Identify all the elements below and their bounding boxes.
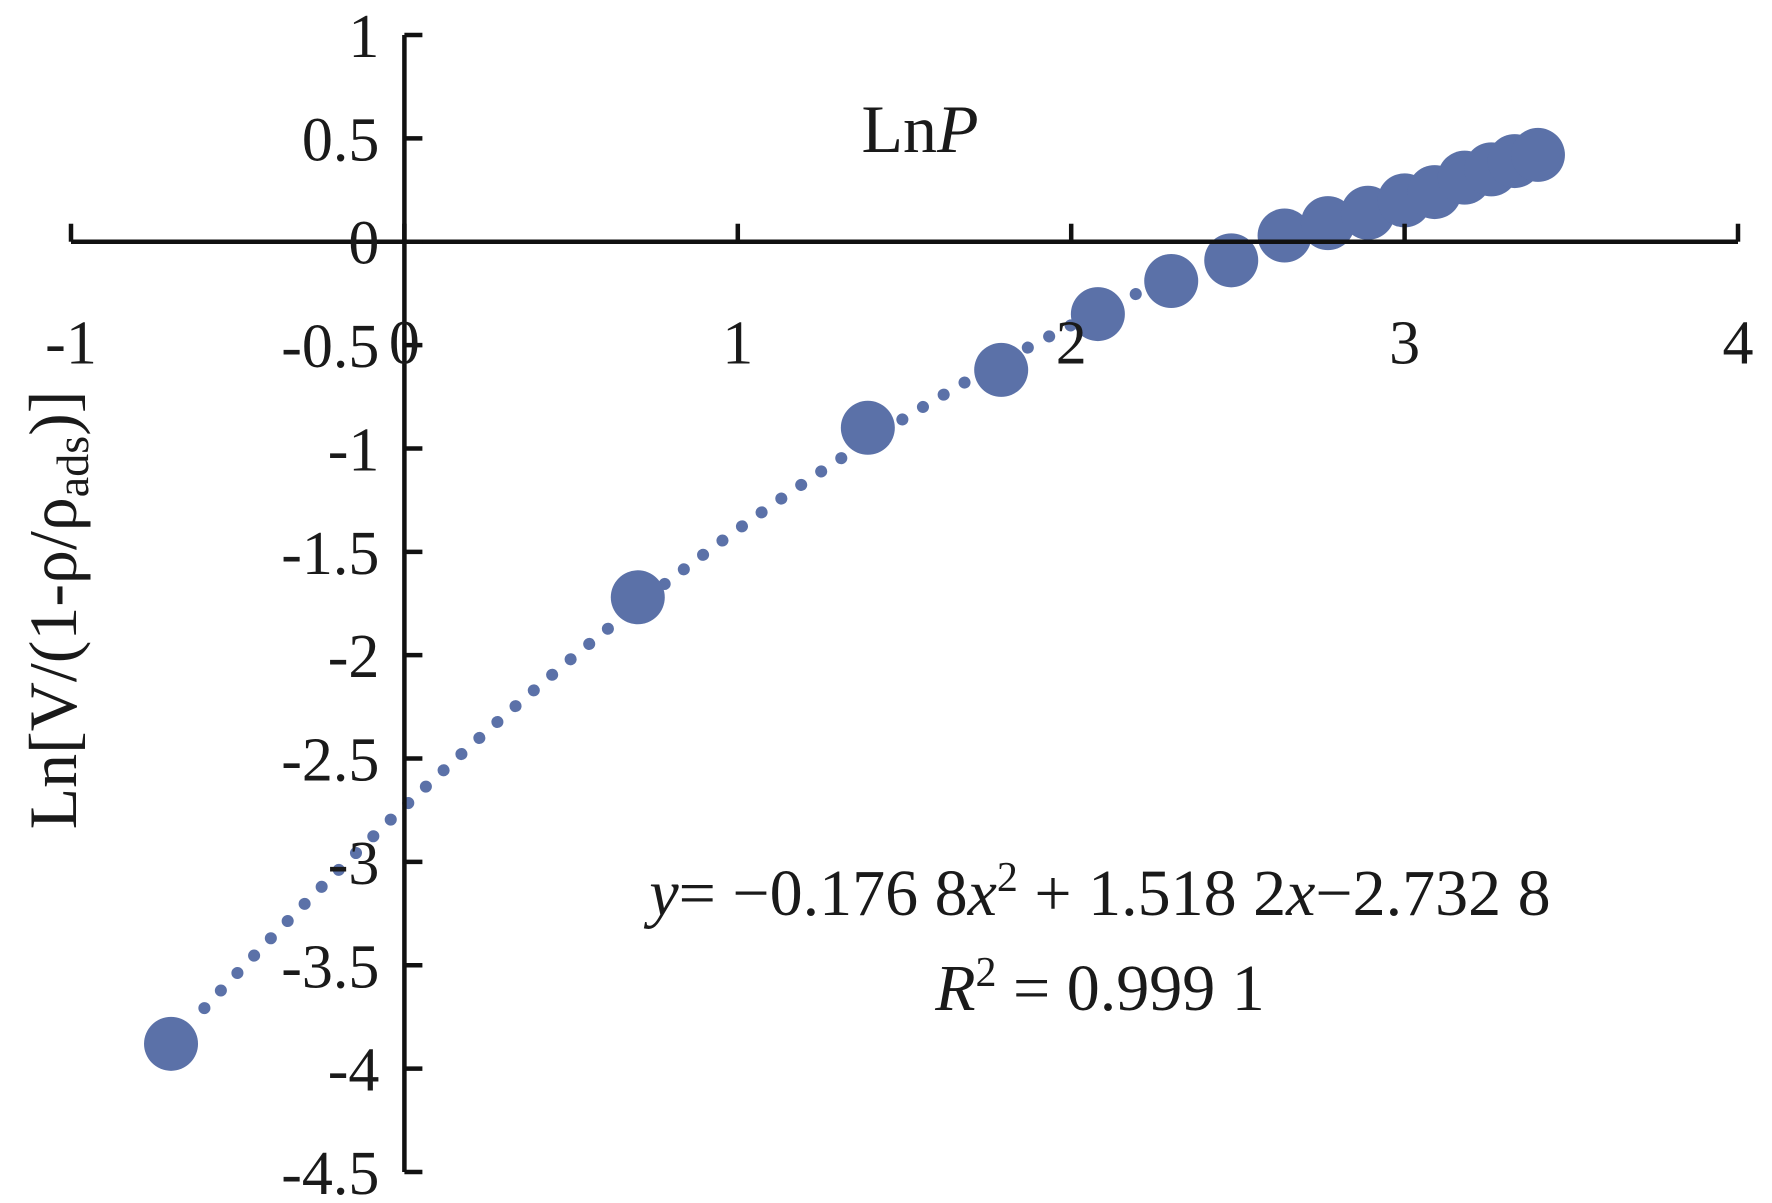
data-point bbox=[1257, 208, 1312, 263]
y-tick-labels: 1 0.5 0 -0.5 -1 -1.5 -2 -2.5 -3 -3.5 -4 -4.5 bbox=[281, 3, 379, 1203]
data-point bbox=[974, 342, 1029, 397]
axes bbox=[68, 32, 1741, 1175]
data-point bbox=[1204, 233, 1259, 288]
data-points bbox=[144, 127, 1565, 1071]
y-tick-label: 0.5 bbox=[302, 106, 380, 174]
data-point bbox=[1510, 127, 1565, 182]
x-tick-label: 0 bbox=[389, 310, 420, 378]
x-tick-labels: -1 0 1 2 3 4 bbox=[45, 310, 1753, 378]
x-tick-label: 4 bbox=[1723, 310, 1754, 378]
x-tick-label: 1 bbox=[722, 310, 753, 378]
x-axis-ticks bbox=[68, 223, 1741, 242]
y-axis-ticks bbox=[404, 32, 423, 1175]
y-tick-label: -3.5 bbox=[281, 933, 379, 1001]
x-tick-label: -1 bbox=[45, 310, 97, 378]
r-squared-label: R2 = 0.999 1 bbox=[934, 950, 1265, 1025]
tick-labels: -1 0 1 2 3 4 10.50-0.5-1-1.5-2-2.5-3-3.5-4-4.… bbox=[45, 3, 1753, 1203]
y-tick-label: -3 bbox=[328, 830, 380, 898]
y-tick-label: -1.5 bbox=[281, 520, 379, 588]
data-point bbox=[1070, 287, 1125, 342]
y-tick-label: -1 bbox=[328, 416, 380, 484]
data-point bbox=[1144, 254, 1199, 309]
x-tick-label: 2 bbox=[1056, 310, 1087, 378]
y-axis-title: Ln[V/(1-ρ/ρads)] bbox=[15, 391, 98, 830]
y-tick-label: -2 bbox=[328, 623, 380, 691]
y-tick-label: 0 bbox=[348, 210, 379, 278]
x-axis-title: LnP bbox=[861, 91, 978, 167]
data-point bbox=[840, 400, 895, 455]
trendline-equation: y= −0.176 8x2 + 1.518 2x−2.732 8 bbox=[643, 855, 1550, 930]
y-tick-label: -4 bbox=[328, 1037, 380, 1105]
y-tick-label: -0.5 bbox=[281, 313, 379, 381]
x-tick-label: 3 bbox=[1389, 310, 1420, 378]
y-tick-label: -4.5 bbox=[281, 1140, 379, 1203]
y-tick-label: 1 bbox=[348, 3, 379, 71]
data-point bbox=[610, 570, 665, 625]
data-point bbox=[144, 1016, 199, 1071]
y-tick-label: -2.5 bbox=[281, 727, 379, 795]
